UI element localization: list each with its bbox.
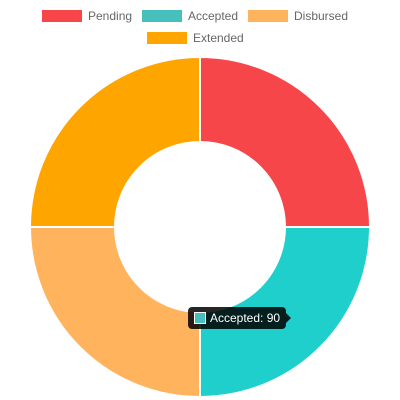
- tooltip-text: Accepted: 90: [210, 311, 281, 325]
- slice-extended[interactable]: [28, 55, 201, 228]
- legend-swatch-pending: [42, 10, 82, 22]
- legend-label-disbursed: Disbursed: [294, 9, 349, 23]
- chart-tooltip: Accepted: 90: [188, 307, 292, 329]
- legend-item-disbursed[interactable]: Disbursed: [248, 9, 348, 23]
- legend-label-extended: Extended: [193, 31, 244, 45]
- legend-item-accepted[interactable]: Accepted: [142, 9, 238, 23]
- legend-label-accepted: Accepted: [188, 9, 239, 23]
- slice-disbursed[interactable]: [28, 226, 201, 399]
- legend-swatch-extended: [147, 32, 187, 44]
- legend-label-pending: Pending: [88, 9, 133, 23]
- legend-swatch-accepted: [142, 10, 182, 22]
- legend-item-extended[interactable]: Extended: [147, 31, 244, 45]
- legend-item-pending[interactable]: Pending: [42, 9, 132, 23]
- tooltip-color-swatch: [194, 312, 206, 324]
- legend-swatch-disbursed: [248, 10, 288, 22]
- slice-pending[interactable]: [199, 55, 372, 228]
- chart-legend: Pending Accepted Disbursed Extended: [0, 0, 400, 50]
